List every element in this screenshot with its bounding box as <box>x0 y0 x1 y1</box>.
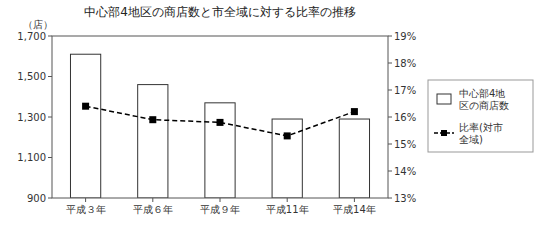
y2-tick-label: 17% <box>394 85 416 96</box>
y-tick-label: 1,500 <box>17 71 46 82</box>
plot-area <box>70 54 369 198</box>
y2-tick-label: 15% <box>394 139 416 150</box>
y2-tick <box>388 144 392 145</box>
y-tick <box>48 198 52 199</box>
x-tick <box>152 198 153 202</box>
legend-label: 比率(対市全域) <box>459 122 503 145</box>
legend: 中心部4地区の商店数比率(対市全域) <box>428 80 533 152</box>
y2-tick <box>388 171 392 172</box>
marker <box>217 119 224 126</box>
legend-label-line: 中心部4地 <box>459 88 505 99</box>
bar <box>138 85 168 198</box>
y2-tick <box>388 90 392 91</box>
chart: 中心部4地区の商店数と市全域に対する比率の推移 （店） 900 1,100 1,300 1… <box>0 0 539 227</box>
x-tick <box>220 198 221 202</box>
legend-label: 中心部4地区の商店数 <box>459 88 509 111</box>
marker <box>351 108 358 115</box>
x-tick <box>85 198 86 202</box>
page: {"chart_data": { "type": "bar", "title":… <box>0 0 539 227</box>
marker <box>149 116 156 123</box>
bar <box>339 119 369 198</box>
y2-tick-label: 19% <box>394 31 416 42</box>
x-tick-label: 平成６年 <box>133 204 173 215</box>
bar <box>205 103 235 198</box>
marker <box>284 132 291 139</box>
legend-label-line: 全域) <box>459 134 483 145</box>
legend-label-line: 区の商店数 <box>459 100 509 111</box>
bar <box>70 54 100 198</box>
y-tick-label: 1,100 <box>17 152 46 163</box>
y2-tick-label: 18% <box>394 58 416 69</box>
y-tick-label: 900 <box>27 193 46 204</box>
x-tick <box>354 198 355 202</box>
y2-tick <box>388 117 392 118</box>
marker <box>82 103 89 110</box>
y-tick <box>48 117 52 118</box>
legend-swatch <box>437 94 451 104</box>
y2-tick-label: 14% <box>394 166 416 177</box>
x-tick-label: 平成11年 <box>266 204 309 215</box>
plot-frame <box>52 36 388 198</box>
y-tick <box>48 36 52 37</box>
y-tick-label: 1,700 <box>17 31 46 42</box>
y2-tick <box>388 63 392 64</box>
y-tick <box>48 76 52 77</box>
x-tick-label: 平成14年 <box>333 204 376 215</box>
x-tick <box>287 198 288 202</box>
y2-tick <box>388 36 392 37</box>
y-axis-label: （店） <box>23 19 53 30</box>
y2-tick-label: 16% <box>394 112 416 123</box>
legend-marker <box>441 130 447 136</box>
title: 中心部4地区の商店数と市全域に対する比率の推移 <box>84 5 356 19</box>
bar <box>272 119 302 198</box>
y-tick-label: 1,300 <box>17 112 46 123</box>
x-tick-label: 平成９年 <box>200 204 240 215</box>
legend-label-line: 比率(対市 <box>459 122 503 133</box>
y2-tick-label: 13% <box>394 193 416 204</box>
y2-tick <box>388 198 392 199</box>
y-tick <box>48 157 52 158</box>
line <box>86 106 355 136</box>
x-tick-label: 平成３年 <box>66 204 106 215</box>
legend-box <box>428 80 533 152</box>
